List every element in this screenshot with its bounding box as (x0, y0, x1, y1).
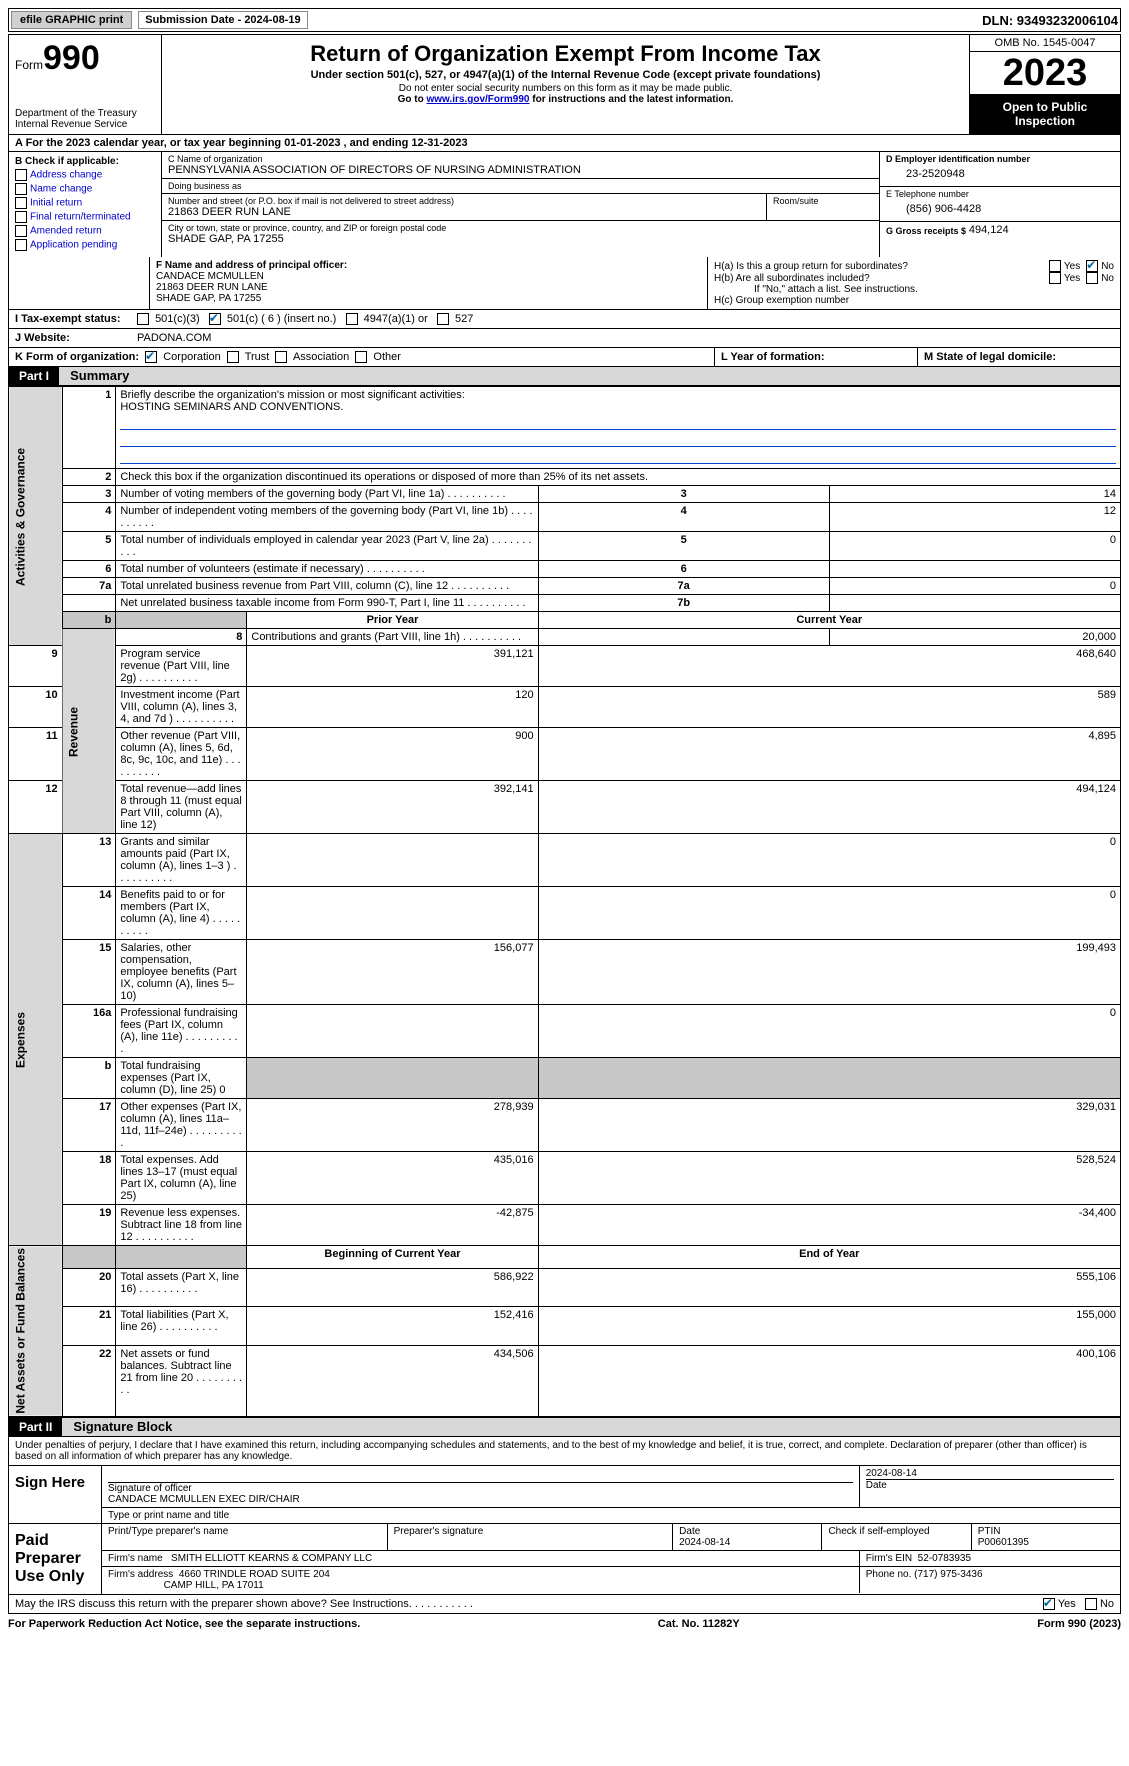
part1-table: Activities & Governance 1 Briefly descri… (8, 386, 1121, 1417)
chk-address-change[interactable]: Address change (15, 169, 155, 181)
tax-year: 2023 (970, 52, 1120, 94)
section-fh: F Name and address of principal officer:… (8, 257, 1121, 310)
chk-association[interactable] (275, 351, 287, 363)
box-h: H(a) Is this a group return for subordin… (707, 257, 1120, 309)
irs-label: Internal Revenue Service (15, 119, 155, 130)
row-l: L Year of formation: (714, 348, 917, 366)
cell-ein: D Employer identification number 23-2520… (880, 152, 1120, 187)
form-number: Form990 (15, 39, 155, 78)
cell-gross-receipts: G Gross receipts $ 494,124 (880, 222, 1120, 238)
omb-number: OMB No. 1545-0047 (970, 35, 1120, 52)
form-title: Return of Organization Exempt From Incom… (168, 41, 963, 67)
efile-topbar: efile GRAPHIC print Submission Date - 20… (8, 8, 1121, 32)
chk-4947[interactable] (346, 313, 358, 325)
row-m: M State of legal domicile: (917, 348, 1120, 366)
chk-final-return[interactable]: Final return/terminated (15, 211, 155, 223)
box-b-title: B Check if applicable: (15, 156, 155, 167)
row-j-label: J Website: (9, 329, 131, 347)
side-governance: Activities & Governance (9, 387, 63, 646)
form-header: Form990 Department of the Treasury Inter… (8, 34, 1121, 135)
chk-501c3[interactable] (137, 313, 149, 325)
cell-org-name: C Name of organization PENNSYLVANIA ASSO… (162, 152, 879, 179)
paid-preparer-block: Paid Preparer Use Only Print/Type prepar… (8, 1524, 1121, 1595)
side-net-assets: Net Assets or Fund Balances (9, 1246, 63, 1417)
side-revenue: Revenue (62, 629, 116, 834)
paid-preparer-label: Paid Preparer Use Only (9, 1524, 102, 1594)
header-sub2: Do not enter social security numbers on … (168, 83, 963, 94)
chk-hb-yes[interactable] (1049, 272, 1061, 284)
cell-room: Room/suite (766, 194, 879, 221)
side-expenses: Expenses (9, 834, 63, 1246)
cell-street: Number and street (or P.O. box if mail i… (162, 194, 766, 221)
cell-telephone: E Telephone number (856) 906-4428 (880, 187, 1120, 222)
chk-trust[interactable] (227, 351, 239, 363)
row-a-tax-year: A For the 2023 calendar year, or tax yea… (8, 135, 1121, 152)
chk-527[interactable] (437, 313, 449, 325)
cell-city: City or town, state or province, country… (162, 221, 879, 247)
section-ijk: I Tax-exempt status: 501(c)(3) 501(c) ( … (8, 310, 1121, 367)
chk-hb-no[interactable] (1086, 272, 1098, 284)
chk-amended-return[interactable]: Amended return (15, 225, 155, 237)
chk-other[interactable] (355, 351, 367, 363)
part1-header: Part I Summary (8, 367, 1121, 386)
website-value: PADONA.COM (131, 329, 1120, 347)
efile-print-button[interactable]: efile GRAPHIC print (11, 11, 132, 29)
box-f: F Name and address of principal officer:… (150, 257, 707, 309)
discuss-row: May the IRS discuss this return with the… (8, 1595, 1121, 1614)
chk-discuss-yes[interactable] (1043, 1598, 1055, 1610)
irs-form990-link[interactable]: www.irs.gov/Form990 (426, 94, 529, 105)
chk-name-change[interactable]: Name change (15, 183, 155, 195)
part2-declaration: Under penalties of perjury, I declare th… (8, 1437, 1121, 1466)
header-sub1: Under section 501(c), 527, or 4947(a)(1)… (168, 69, 963, 81)
chk-ha-no[interactable] (1086, 260, 1098, 272)
chk-501c[interactable] (209, 313, 221, 325)
dept-treasury: Department of the Treasury (15, 108, 155, 119)
header-sub3: Go to www.irs.gov/Form990 for instructio… (168, 94, 963, 105)
section-bcd: B Check if applicable: Address change Na… (8, 152, 1121, 257)
dln-label: DLN: 93493232006104 (982, 13, 1118, 28)
part2-header: Part II Signature Block (8, 1417, 1121, 1437)
page-footer: For Paperwork Reduction Act Notice, see … (8, 1614, 1121, 1634)
submission-date: Submission Date - 2024-08-19 (138, 11, 307, 29)
chk-discuss-no[interactable] (1085, 1598, 1097, 1610)
cell-dba: Doing business as (162, 179, 879, 194)
chk-ha-yes[interactable] (1049, 260, 1061, 272)
chk-application-pending[interactable]: Application pending (15, 239, 155, 251)
chk-corporation[interactable] (145, 351, 157, 363)
sign-here-block: Sign Here Signature of officer CANDACE M… (8, 1466, 1121, 1524)
chk-initial-return[interactable]: Initial return (15, 197, 155, 209)
row-i-label: I Tax-exempt status: (9, 310, 131, 328)
sign-here-label: Sign Here (9, 1466, 102, 1523)
open-to-public: Open to Public Inspection (970, 94, 1120, 134)
